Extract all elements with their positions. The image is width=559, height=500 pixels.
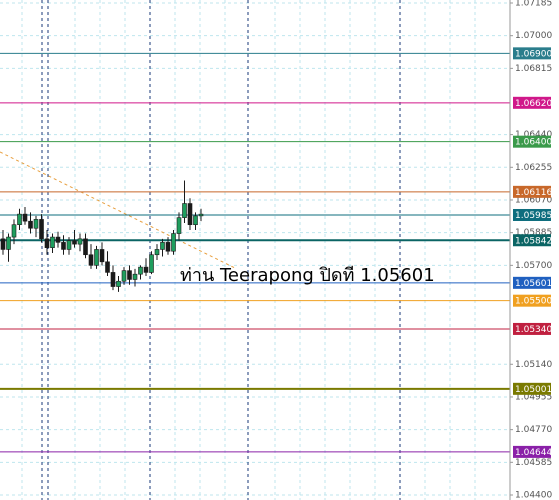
candle-body bbox=[55, 236, 61, 243]
level-label-box bbox=[513, 276, 551, 289]
candle-body bbox=[88, 254, 94, 266]
candle-body bbox=[28, 220, 33, 229]
candle-body bbox=[121, 270, 127, 282]
candle-body bbox=[33, 219, 39, 229]
candle-body bbox=[6, 236, 11, 250]
session-lines bbox=[41, 0, 401, 500]
candle-body bbox=[61, 242, 66, 250]
grid bbox=[0, 2, 510, 496]
level-label: 1.06116 bbox=[515, 188, 552, 198]
vertical-grid bbox=[21, 0, 476, 500]
level-label-box bbox=[513, 234, 551, 247]
candle-body bbox=[17, 213, 22, 226]
level-label: 1.05001 bbox=[515, 385, 552, 395]
level-label-box bbox=[513, 208, 551, 221]
axis-labels: 1.07185 1.07000 1.06815 1.06440 1.06255 1.060… bbox=[510, 0, 552, 500]
y-tick-label: 1.06440 bbox=[515, 130, 552, 140]
level-label: 1.05601 bbox=[515, 279, 552, 289]
y-tick-label: 1.07000 bbox=[515, 31, 552, 41]
candle-body bbox=[193, 215, 198, 226]
trend-line bbox=[0, 151, 236, 269]
level-label-box bbox=[513, 322, 551, 335]
candle-body bbox=[176, 217, 182, 234]
level-label-box bbox=[513, 47, 551, 60]
annotation: ท่าน Teerapong ปิดที 1.05601 bbox=[180, 265, 435, 286]
level-label-box bbox=[513, 96, 551, 109]
candle-body bbox=[66, 240, 72, 250]
candle-body bbox=[187, 203, 193, 226]
y-tick-label: 1.04955 bbox=[515, 392, 552, 402]
level-label: 1.05985 bbox=[515, 211, 552, 221]
y-tick-label: 1.06070 bbox=[515, 195, 552, 205]
candle-body bbox=[127, 270, 132, 280]
y-tick-label: 1.04585 bbox=[515, 458, 552, 468]
candle-body bbox=[94, 249, 99, 266]
y-tick-label: 1.07185 bbox=[515, 0, 552, 9]
candle-body bbox=[77, 238, 83, 245]
candle-body bbox=[22, 213, 28, 222]
level-label: 1.06900 bbox=[515, 49, 552, 59]
candle-body bbox=[143, 266, 149, 273]
candle-body bbox=[39, 219, 44, 240]
level-label: 1.05500 bbox=[515, 297, 552, 307]
level-label-box bbox=[513, 135, 551, 148]
candle-body bbox=[198, 213, 204, 217]
y-tick-label: 1.06255 bbox=[515, 163, 552, 173]
level-label-box bbox=[513, 185, 551, 198]
candle-body bbox=[149, 254, 154, 273]
candle-body bbox=[99, 249, 105, 263]
candle-body bbox=[83, 238, 88, 256]
candle-body bbox=[154, 249, 160, 256]
level-label-box bbox=[513, 294, 551, 307]
y-tick-label: 1.06815 bbox=[515, 64, 552, 74]
candle-body bbox=[44, 238, 50, 248]
candle-body bbox=[171, 233, 176, 252]
y-tick-label: 1.05885 bbox=[515, 228, 552, 238]
level-label: 1.06620 bbox=[515, 99, 552, 109]
level-label-box bbox=[513, 382, 551, 395]
candle-body bbox=[105, 261, 110, 273]
candle-body bbox=[132, 273, 138, 280]
candle-body bbox=[165, 242, 171, 252]
y-tick-label: 1.04400 bbox=[515, 491, 552, 500]
y-tick-label: 1.05140 bbox=[515, 360, 552, 370]
y-tick-label: 1.05700 bbox=[515, 261, 552, 271]
y-tick-label: 1.04770 bbox=[515, 425, 552, 435]
level-label: 1.04644 bbox=[515, 448, 552, 458]
candle-body bbox=[50, 236, 55, 248]
level-label: 1.06400 bbox=[515, 138, 552, 148]
candle-body bbox=[110, 272, 116, 287]
candle-body bbox=[116, 280, 121, 287]
candle-body bbox=[138, 266, 143, 275]
candle-body bbox=[72, 240, 77, 245]
candle-body bbox=[11, 224, 17, 238]
candle-body bbox=[182, 203, 187, 218]
candle-body bbox=[0, 238, 6, 250]
level-label: 1.05340 bbox=[515, 325, 552, 335]
level-label-box bbox=[513, 445, 551, 458]
candles bbox=[0, 180, 204, 292]
level-label: 1.05842 bbox=[515, 236, 552, 246]
candle-body bbox=[160, 242, 165, 250]
